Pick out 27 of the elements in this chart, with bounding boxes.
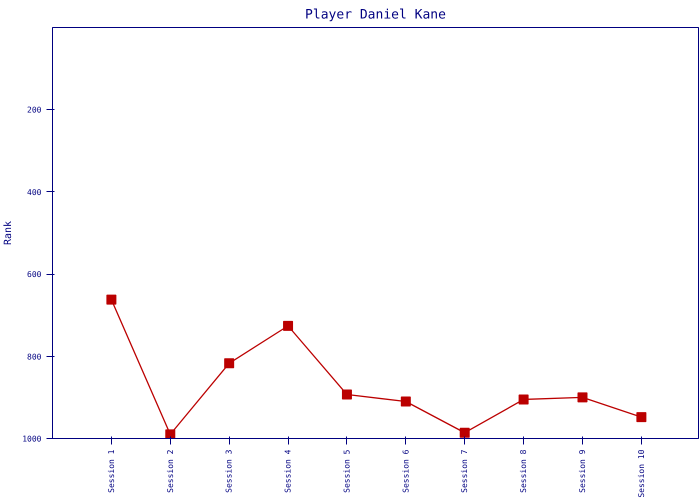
x-tick-label: Session 2 <box>166 449 175 493</box>
point <box>636 412 646 422</box>
point <box>283 320 294 331</box>
point <box>165 429 176 438</box>
y-tick-label: 200 <box>27 106 42 115</box>
x-tick-label: Session 8 <box>519 449 528 493</box>
point <box>400 396 411 407</box>
x-tick-label: Session 9 <box>578 449 587 493</box>
point <box>224 358 234 368</box>
point <box>106 294 116 305</box>
x-tick-label: Session 6 <box>401 449 410 493</box>
x-tick-label: Session 3 <box>224 449 234 493</box>
y-tick-label: 400 <box>27 188 42 197</box>
point <box>342 390 352 400</box>
y-tick-label: 600 <box>27 270 42 280</box>
chart-title: Player Daniel Kane <box>305 8 446 22</box>
y-tick-label: 800 <box>27 352 42 362</box>
x-tick-label: Session 4 <box>284 449 293 493</box>
point <box>577 392 588 402</box>
x-tick-label: Session 7 <box>460 449 470 493</box>
point <box>518 394 529 404</box>
y-tick-label: 1000 <box>22 434 42 444</box>
x-tick-label: Session 10 <box>636 449 646 498</box>
x-tick-label: Session 1 <box>106 449 116 493</box>
y-axis-title: Rank <box>3 220 14 246</box>
x-tick-label: Session 5 <box>342 449 352 493</box>
point <box>460 428 470 438</box>
